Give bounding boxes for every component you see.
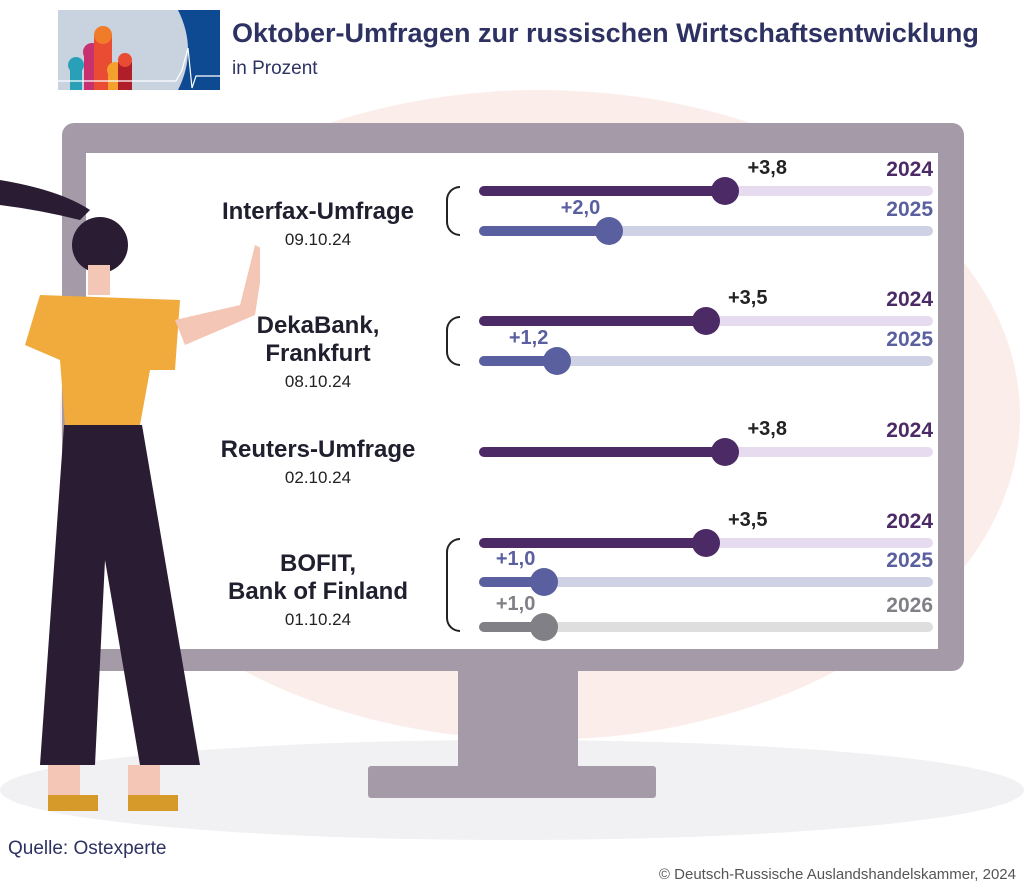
value-label: +3,8	[747, 157, 787, 179]
group-name: BOFIT,	[280, 550, 356, 577]
value-label: +3,5	[728, 509, 768, 531]
group-brace	[446, 186, 460, 236]
slider-fill-2025	[479, 356, 557, 366]
slider-knob-2025	[529, 568, 558, 596]
slider-fill-2024	[479, 447, 726, 457]
group-name: Frankfurt	[265, 340, 371, 367]
slider-track-2025	[479, 577, 933, 587]
year-label: 2024	[886, 510, 933, 533]
value-label: +1,2	[508, 327, 549, 349]
value-label: +2,0	[560, 197, 601, 219]
year-label: 2024	[886, 288, 933, 311]
survey-date: 02.10.24	[284, 468, 352, 487]
slider-track-2025	[479, 226, 933, 236]
chart-subtitle: in Prozent	[232, 58, 318, 79]
group-name: Interfax-Umfrage	[221, 198, 415, 225]
slider-fill-2024	[479, 316, 706, 326]
slider-knob-2024	[692, 529, 720, 557]
group-name: DekaBank,	[256, 312, 380, 339]
value-label: +3,5	[728, 287, 768, 309]
slider-knob-2024	[692, 307, 720, 335]
year-label: 2025	[886, 198, 933, 221]
group-label: BOFIT, Bank of Finland 01.10.24	[188, 550, 448, 634]
slider-knob-2026	[529, 613, 558, 641]
group-label: Reuters-Umfrage 02.10.24	[188, 436, 448, 492]
chart-title: Oktober-Umfragen zur russischen Wirtscha…	[232, 18, 979, 48]
value-label: +1,0	[495, 593, 536, 615]
year-label: 2024	[886, 158, 933, 181]
group-brace	[446, 316, 460, 366]
slider-knob-2025	[542, 347, 571, 375]
value-label: +1,0	[495, 548, 536, 570]
slider-track-2026	[479, 622, 933, 632]
source-note: Quelle: Ostexperte	[8, 838, 167, 859]
year-label: 2024	[886, 419, 933, 442]
slider-fill-2025	[479, 226, 609, 236]
slider-fill-2024	[479, 186, 726, 196]
year-label: 2026	[886, 594, 933, 617]
survey-date: 08.10.24	[284, 372, 352, 391]
survey-date: 09.10.24	[284, 230, 352, 249]
woman-illustration	[0, 180, 260, 811]
group-label: DekaBank, Frankfurt 08.10.24	[188, 312, 448, 396]
monitor-stand	[458, 671, 578, 766]
value-label: +3,8	[747, 418, 787, 440]
group-name: Reuters-Umfrage	[220, 436, 416, 463]
logo	[58, 10, 220, 90]
slider-fill-2025	[479, 577, 544, 587]
slider-knob-2024	[711, 177, 740, 205]
slider-track-2025	[479, 356, 933, 366]
survey-date: 01.10.24	[284, 610, 352, 629]
slider-fill-2026	[479, 622, 544, 632]
group-label: Interfax-Umfrage 09.10.24	[188, 198, 448, 254]
group-name: Bank of Finland	[228, 578, 408, 605]
group-brace	[446, 538, 460, 632]
copyright-note: © Deutsch-Russische Auslandshandelskamme…	[658, 866, 1016, 883]
slider-knob-2025	[594, 217, 623, 245]
slider-fill-2024	[479, 538, 706, 548]
year-label: 2025	[886, 328, 933, 351]
monitor-base	[368, 766, 656, 798]
year-label: 2025	[886, 549, 933, 572]
slider-knob-2024	[711, 438, 740, 466]
